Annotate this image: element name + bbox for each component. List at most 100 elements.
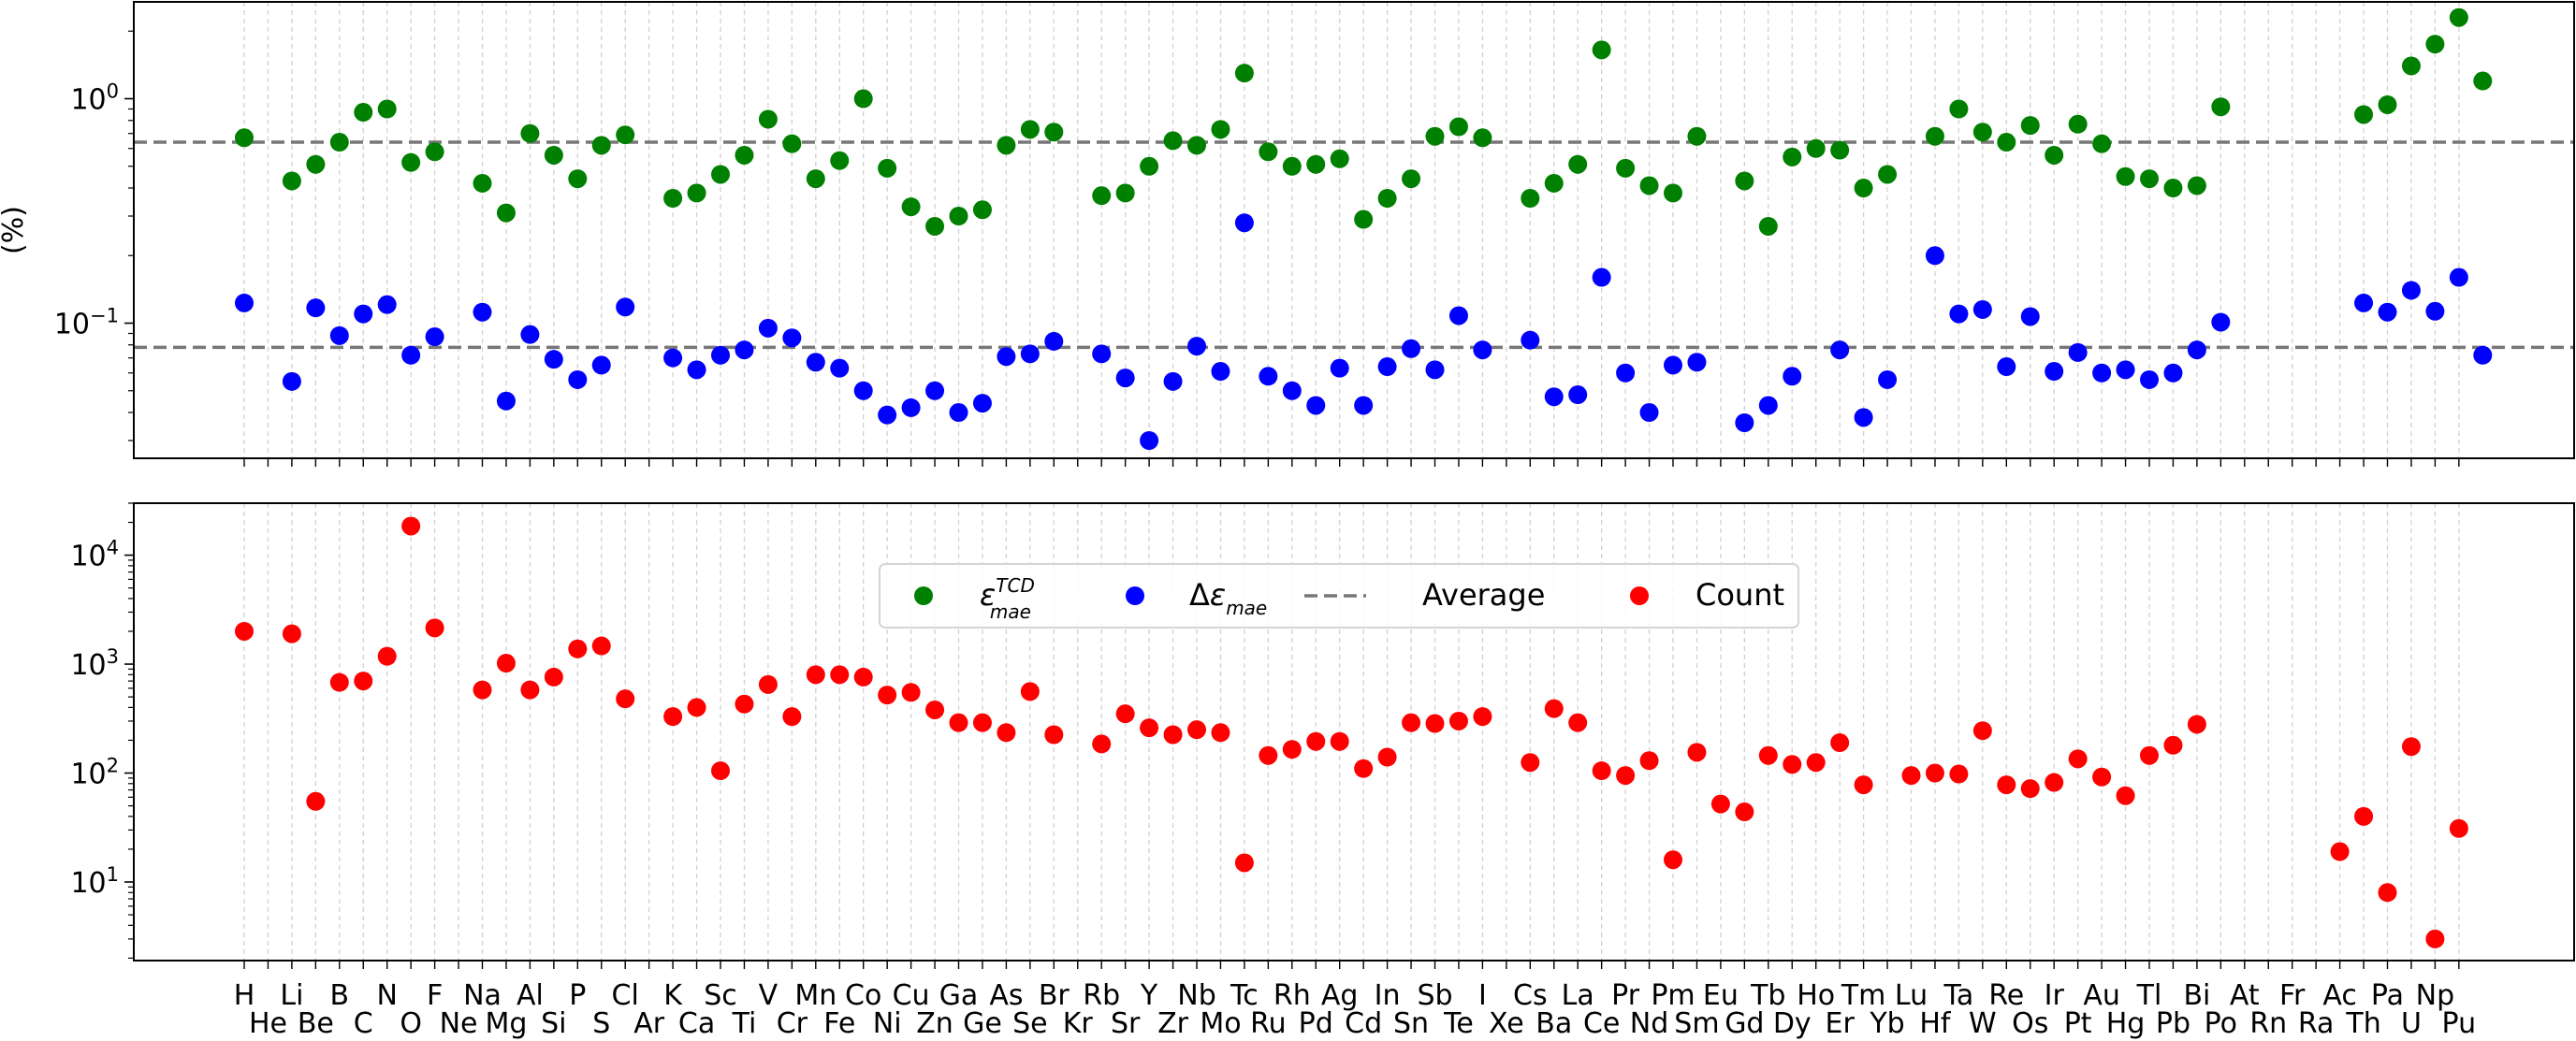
top-point-tcd-Br	[1044, 123, 1064, 142]
xtick-label-Ta: Ta	[1943, 979, 1974, 1012]
bottom-point-count-Ta	[1949, 764, 1969, 784]
top-point-tcd-N	[377, 99, 397, 119]
xtick-label-Rn: Rn	[2249, 1007, 2287, 1040]
xtick-label-Hf: Hf	[1919, 1007, 1952, 1040]
top-point-delta-Dy	[1783, 367, 1802, 386]
top-point-delta-Er	[1830, 340, 1850, 360]
xtick-label-La: La	[1562, 979, 1594, 1012]
top-point-tcd-Cr	[782, 134, 802, 153]
xtick-label-Sb: Sb	[1417, 979, 1452, 1012]
bottom-point-count-La	[1568, 713, 1588, 732]
top-point-delta-Cs	[1521, 330, 1540, 350]
top-point-delta-Y	[1140, 430, 1159, 450]
bottom-point-count-Dy	[1783, 755, 1802, 774]
top-point-tcd-Nb	[1187, 136, 1206, 155]
bottom-ytick-label: 104	[70, 537, 119, 573]
top-point-delta-Nd	[1639, 403, 1659, 423]
bottom-point-count-I	[1473, 707, 1492, 727]
bottom-point-count-Sb	[1425, 714, 1445, 733]
xtick-label-C: C	[354, 1007, 373, 1040]
top-point-delta-Ca	[687, 360, 706, 380]
top-point-tcd-Pb	[2163, 179, 2183, 198]
bottom-point-count-Cu	[901, 683, 921, 702]
top-point-tcd-Co	[853, 89, 873, 108]
top-point-delta-Ta	[1949, 304, 1969, 324]
xtick-label-Te: Te	[1443, 1007, 1474, 1040]
top-point-delta-Cd	[1354, 396, 1374, 415]
top-point-tcd-Pu	[2449, 7, 2468, 27]
bottom-point-count-Hf	[1925, 763, 1944, 783]
bottom-ytick-label: 102	[70, 755, 119, 791]
xtick-label-Pm: Pm	[1651, 979, 1695, 1012]
xtick-label-Eu: Eu	[1703, 979, 1739, 1012]
top-point-delta-Ti	[735, 340, 754, 360]
bottom-point-count-Na	[473, 680, 492, 700]
bottom-point-count-Gd	[1735, 802, 1754, 822]
top-point-tcd-P	[568, 169, 588, 189]
bottom-panel: 104 103 102 101	[70, 502, 2575, 969]
xtick-label-Kr: Kr	[1063, 1007, 1094, 1040]
top-point-tcd-Pt	[2068, 114, 2088, 134]
bottom-point-count-S	[591, 636, 611, 656]
xtick-label-Ba: Ba	[1535, 1007, 1572, 1040]
top-point-tcd-Sb	[1425, 126, 1445, 146]
top-point-tcd-Er	[1830, 140, 1850, 160]
top-point-delta-Re	[1997, 357, 2016, 377]
top-point-delta-Os	[2020, 307, 2040, 326]
top-point-tcd-Hg	[2116, 166, 2135, 186]
top-point-tcd-Al	[520, 123, 540, 143]
xtick-label-V: V	[759, 979, 779, 1012]
top-point-delta-Gd	[1735, 412, 1754, 432]
bottom-point-count-Nb	[1187, 720, 1206, 740]
xtick-label-Hg: Hg	[2106, 1007, 2146, 1040]
bottom-point-count-Rh	[1282, 740, 1302, 759]
bottom-point-count-Cs	[1521, 753, 1540, 773]
bottom-point-count-Os	[2020, 779, 2040, 799]
top-point-delta-Ru	[1259, 367, 1278, 386]
bottom-point-count-H	[235, 621, 254, 641]
top-point-tcd-H	[235, 128, 254, 148]
legend-average-label: Average	[1422, 577, 1545, 613]
bottom-point-count-Ir	[2045, 773, 2064, 792]
xtick-label-Pt: Pt	[2064, 1007, 2092, 1040]
top-point-tcd-Ge	[972, 200, 992, 220]
xtick-label-Pd: Pd	[1299, 1007, 1333, 1040]
bottom-point-count-Ti	[735, 694, 754, 714]
bottom-point-count-Sm	[1687, 743, 1707, 762]
top-point-tcd-Cs	[1521, 189, 1540, 209]
top-point-tcd-Pa	[2378, 94, 2397, 114]
bottom-point-count-Cd	[1354, 759, 1374, 778]
xtick-label-Tb: Tb	[1750, 979, 1785, 1012]
top-point-delta-Po	[2211, 312, 2231, 332]
top-point-tcd-Fe	[830, 151, 850, 170]
xtick-label-Cl: Cl	[612, 979, 639, 1012]
top-point-delta-Li	[282, 371, 301, 391]
bottom-point-count-P	[568, 639, 588, 658]
legend-box	[879, 563, 1799, 629]
top-point-delta-Pd	[1306, 396, 1326, 415]
bottom-point-count-Co	[853, 667, 873, 687]
top-point-tcd-Ir	[2045, 145, 2064, 165]
bottom-point-count-Ca	[687, 698, 706, 717]
xtick-label-Ca: Ca	[678, 1007, 715, 1040]
top-point-delta-Br	[1044, 331, 1064, 351]
top-point-tcd-Te	[1448, 117, 1468, 137]
top-point-tcd-V	[758, 109, 778, 129]
xtick-label-Ge: Ge	[963, 1007, 1002, 1040]
bottom-point-count-Rb	[1092, 734, 1112, 754]
xtick-label-Ti: Ti	[732, 1007, 757, 1040]
xtick-label-W: W	[1969, 1007, 1997, 1040]
legend-tcd-marker	[914, 586, 933, 605]
top-point-tcd-Yb	[1878, 165, 1898, 184]
xtick-label-H: H	[234, 979, 255, 1012]
bottom-point-count-N	[377, 646, 397, 666]
xtick-label-Fr: Fr	[2279, 979, 2306, 1012]
top-point-delta-Al	[520, 325, 540, 344]
top-point-tcd-Tc	[1234, 64, 1254, 83]
bottom-point-count-Li	[282, 624, 301, 643]
top-point-tcd-Mg	[496, 203, 516, 223]
bottom-point-count-B	[329, 672, 349, 692]
top-point-tcd-Nd	[1639, 176, 1659, 195]
top-point-tcd-Bi	[2187, 176, 2206, 195]
xtick-label-Rh: Rh	[1273, 979, 1311, 1012]
